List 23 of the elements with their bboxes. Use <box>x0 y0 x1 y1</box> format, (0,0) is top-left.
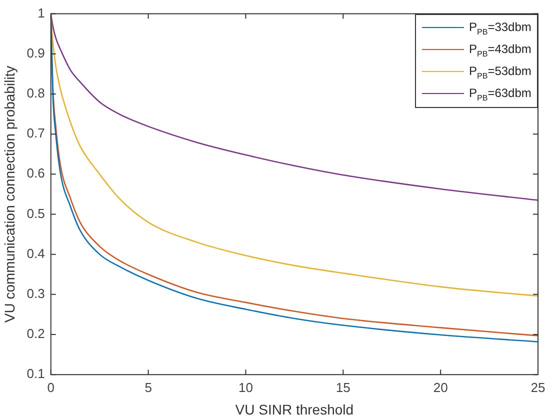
y-axis-title: VU communication connection probability <box>1 66 18 323</box>
y-tick-label: 0.1 <box>26 366 45 382</box>
y-tick-label: 0.7 <box>26 126 45 141</box>
legend-label: P$_{PB}$=43dbm <box>469 42 532 58</box>
y-tick-label: 0.6 <box>26 166 45 181</box>
x-tick-label: 15 <box>336 380 350 395</box>
line-series <box>50 14 538 201</box>
x-tick-label: 25 <box>530 380 546 395</box>
y-tick-label: 0.8 <box>26 86 45 101</box>
x-tick-label: 5 <box>144 380 152 395</box>
legend-label: P$_{PB}$=53dbm <box>469 64 532 80</box>
y-tick-label: 0.2 <box>26 326 45 342</box>
x-tick-label: 10 <box>238 380 253 395</box>
y-tick-label: 1 <box>38 5 45 20</box>
x-axis-title: VU SINR threshold <box>235 401 354 418</box>
x-tick-label: 20 <box>433 380 448 395</box>
y-tick-label: 0.4 <box>26 246 45 261</box>
y-tick-label: 0.9 <box>26 45 45 60</box>
y-tick-label: 0.3 <box>26 286 45 301</box>
y-tick-label: 0.5 <box>26 206 45 221</box>
x-tick-label: 0 <box>47 380 54 395</box>
legend-label: P$_{PB}$=33dbm <box>469 20 532 36</box>
legend-label: P$_{PB}$=63dbm <box>469 86 532 102</box>
